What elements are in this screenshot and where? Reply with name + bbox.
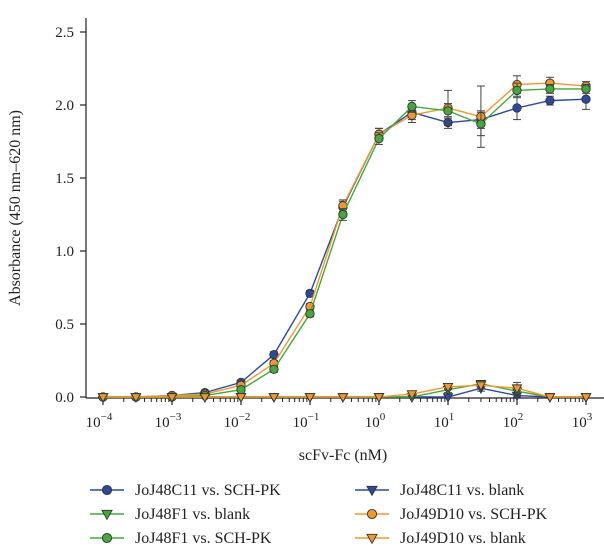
x-tick-label: 10−1 [293, 411, 320, 431]
legend-item: JoJ48F1 vs. blank [90, 506, 250, 523]
legend-marker [101, 532, 113, 544]
legend: JoJ48C11 vs. SCH-PK JoJ48C11 vs. blank JoJ… [90, 482, 548, 547]
data-point [305, 309, 315, 319]
data-point [130, 393, 142, 403]
x-axis-title: scFv-Fc (nM) [299, 447, 387, 464]
legend-label: JoJ49D10 vs. SCH-PK [400, 506, 548, 523]
legend-label: JoJ48C11 vs. SCH-PK [135, 482, 281, 499]
x-tick-label: 10−3 [155, 411, 182, 431]
x-tick-label: 10−2 [224, 411, 251, 431]
data-point [475, 381, 487, 392]
data-point [476, 119, 486, 129]
data-point [545, 95, 555, 106]
data-point [580, 393, 592, 403]
data-point [374, 133, 384, 144]
y-axis-title: Absorbance (450 nm–620 nm) [7, 110, 24, 306]
x-ticks: 10−4 10−3 10−2 10−1 100 101 102 103 [86, 398, 593, 431]
legend-label: JoJ48C11 vs. blank [400, 482, 524, 499]
y-tick-label: 2.0 [55, 98, 74, 114]
y-tick-label: 2.5 [55, 25, 74, 41]
data-point [545, 84, 555, 94]
legend-label: JoJ48F1 vs. SCH-PK [135, 530, 272, 547]
data-point [406, 390, 418, 400]
data-point [407, 101, 417, 112]
data-point [97, 393, 109, 403]
axes: 0.00.51.01.52.02.5 10−4 10−3 10−2 10−1 100 10… [7, 18, 604, 464]
data-point [512, 85, 522, 96]
legend-item: JoJ48C11 vs. blank [355, 482, 524, 499]
x-tick-label: 10−4 [86, 411, 113, 431]
legend-marker [366, 485, 378, 497]
data-point [199, 393, 211, 403]
data-point [581, 94, 591, 104]
series-line [103, 98, 587, 398]
series-0 [98, 88, 591, 402]
legend-item: JoJ48F1 vs. SCH-PK [90, 530, 272, 547]
data-point [268, 393, 280, 403]
x-tick-label: 103 [572, 411, 593, 431]
plot-area [97, 75, 592, 403]
data-point [512, 103, 522, 113]
x-tick-label: 102 [503, 411, 524, 431]
legend-label: JoJ49D10 vs. blank [400, 530, 526, 547]
y-tick-label: 1.5 [55, 171, 74, 187]
data-point [581, 84, 591, 94]
data-point [337, 393, 349, 403]
data-point [544, 393, 556, 403]
data-point [269, 364, 279, 374]
data-point [373, 393, 385, 403]
series-3 [98, 75, 591, 402]
legend-item: JoJ48C11 vs. SCH-PK [90, 482, 281, 499]
legend-marker [366, 533, 378, 545]
series-4 [98, 82, 591, 402]
legend-marker [101, 484, 113, 496]
x-tick-label: 100 [365, 411, 386, 431]
y-tick-label: 0.0 [55, 390, 74, 406]
data-point [443, 106, 453, 116]
legend-item: JoJ49D10 vs. blank [355, 530, 526, 547]
series-5 [97, 381, 592, 403]
y-tick-label: 1.0 [55, 244, 74, 260]
data-point [235, 393, 247, 403]
data-point [511, 384, 523, 394]
data-point [236, 385, 246, 395]
legend-marker [366, 508, 378, 520]
data-point [338, 209, 348, 220]
legend-marker [101, 509, 113, 521]
y-tick-label: 0.5 [55, 317, 74, 333]
data-point [304, 393, 316, 403]
legend-label: JoJ48F1 vs. blank [135, 506, 250, 523]
y-ticks: 0.0 0.5 1.0 1.5 2.0 2.5 [55, 25, 86, 406]
x-tick-label: 101 [434, 411, 455, 431]
data-point [442, 382, 454, 393]
series-line [103, 82, 587, 398]
data-point [166, 393, 178, 403]
series-line [103, 88, 586, 398]
legend-item: JoJ49D10 vs. SCH-PK [355, 506, 548, 523]
